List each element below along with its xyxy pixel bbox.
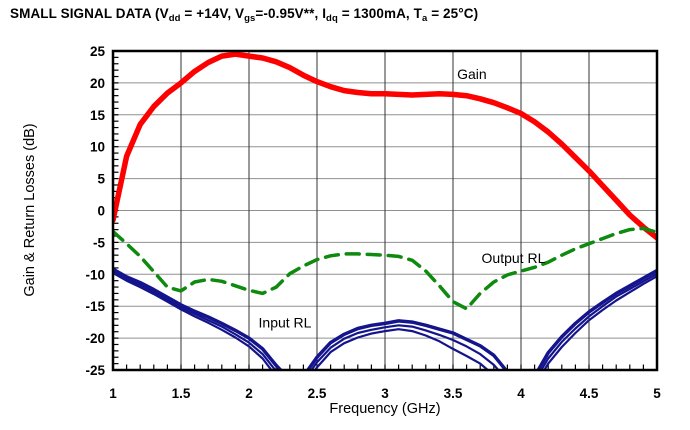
gain-line <box>113 51 657 241</box>
series-output-rl <box>113 226 657 311</box>
title-segment: SMALL SIGNAL DATA (V <box>10 6 169 21</box>
input-rl-line <box>113 270 657 370</box>
output-rl-line <box>113 226 657 311</box>
title-segment: gs <box>244 13 256 24</box>
x-tick-label: 2 <box>245 386 253 401</box>
x-tick-label: 2.5 <box>308 386 327 401</box>
y-tick-labels: 25 20 15 10 5 0 -5 -10 -15 -20 -25 <box>85 44 105 378</box>
y-tick-label: 10 <box>90 140 105 155</box>
y-tick-label: 5 <box>97 172 105 187</box>
title-segment: dd <box>168 13 181 24</box>
y-tick-label: 25 <box>90 44 106 59</box>
x-tick-label: 4 <box>517 386 525 401</box>
y-tick-label: -5 <box>93 235 105 250</box>
x-tick-labels: 1 1.5 2 2.5 3 3.5 4 4.5 5 <box>109 386 661 401</box>
y-tick-label: -10 <box>85 267 105 282</box>
y-axis-title: Gain & Return Losses (dB) <box>22 123 38 297</box>
plot-frame <box>111 49 659 372</box>
x-axis-title: Frequency (GHz) <box>329 401 441 417</box>
y-tick-label: -20 <box>85 331 105 346</box>
title-segment: = 25°C) <box>427 6 479 21</box>
input-rl-line <box>113 271 657 370</box>
annotation-input-rl: Input RL <box>259 314 312 330</box>
y-tick-label: 0 <box>97 204 105 219</box>
x-tick-label: 1 <box>109 386 117 401</box>
x-tick-label: 3.5 <box>444 386 463 401</box>
y-tick-label: -25 <box>85 363 105 378</box>
x-tick-label: 5 <box>653 386 661 401</box>
annotation-output-rl: Output RL <box>482 250 546 266</box>
y-tick-label: 15 <box>90 108 106 123</box>
input-rl-line <box>113 267 657 370</box>
series-input-rl <box>113 267 657 370</box>
title-segment: dq <box>326 13 338 24</box>
x-tick-label: 3 <box>381 386 389 401</box>
x-tick-label: 4.5 <box>580 386 599 401</box>
y-tick-label: -15 <box>85 299 105 314</box>
title-segment: a <box>421 13 428 24</box>
title-segment: = 1300mA, T <box>337 6 422 21</box>
title-segment: =-0.95V**, I <box>255 6 327 21</box>
title-segment: = +14V, V <box>180 6 245 21</box>
x-tick-label: 1.5 <box>172 386 191 401</box>
series-gain <box>113 51 657 241</box>
chart-title: SMALL SIGNAL DATA (Vdd = +14V, Vgs=-0.95… <box>10 6 478 24</box>
y-tick-label: 20 <box>90 76 105 91</box>
annotation-gain: Gain <box>457 66 487 82</box>
